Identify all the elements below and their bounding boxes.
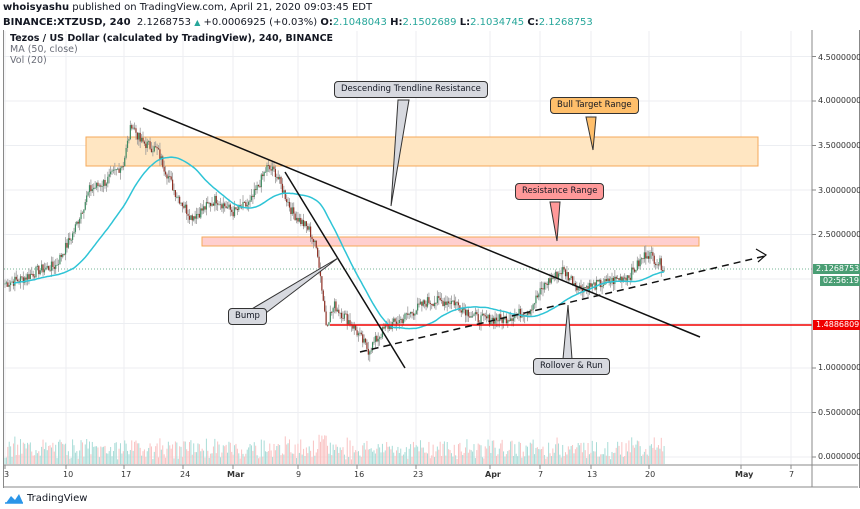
time-label: 3 [4,470,10,479]
current-price-badge: 2.1268753 [813,264,860,274]
price-label: 4.5000000 [818,53,860,62]
callout-descending-trendline[interactable]: Descending Trendline Resistance [334,81,488,98]
legend-vol[interactable]: Vol (20) [10,55,47,66]
descending-trendline [142,107,701,338]
legend-ma[interactable]: MA (50, close) [10,44,78,55]
descending-callout-pointer [390,99,410,207]
up-arrow-icon: ▲ [194,18,201,27]
time-label: 7 [789,470,795,479]
high-value: 2.1502689 [402,17,457,28]
bull-target-callout-pointer [585,116,597,151]
callout-bump[interactable]: Bump [228,308,267,325]
price-label: 0.5000000 [818,408,860,417]
rising-support-line [359,255,766,353]
rollover-callout-pointer [562,304,573,360]
time-label: 13 [587,470,598,479]
publish-date: published on TradingView.com, April 21, … [69,2,373,13]
resistance-zone [201,236,700,247]
resistance-callout-pointer [549,201,561,242]
legend-title[interactable]: Tezos / US Dollar (calculated by Trading… [10,33,334,44]
time-label: May [735,470,754,479]
level-price-badge: 1.4886809 [813,320,860,330]
callout-bull-target[interactable]: Bull Target Range [550,97,639,114]
time-label: 7 [538,470,544,479]
time-label: 10 [63,470,74,479]
close-value: 2.1268753 [538,17,593,28]
time-axis-ticks [4,465,792,469]
price-label: 3.5000000 [818,141,860,150]
publish-info: whoisyashu published on TradingView.com,… [3,2,372,13]
close-key: C: [527,17,539,28]
price-change: +0.0006925 (+0.03%) [203,17,318,28]
open-value: 2.1048043 [332,17,387,28]
callout-resistance[interactable]: Resistance Range [515,183,605,200]
time-label: 17 [121,470,132,479]
last-price: 2.1268753 [136,17,191,28]
bump-trendline [284,171,406,369]
symbol-label: BINANCE:XTZUSD, 240 [3,17,131,28]
tradingview-logo[interactable]: TradingView [4,492,87,504]
price-label: 4.0000000 [818,96,860,105]
ma-line [13,156,665,330]
high-key: H: [390,17,403,28]
time-label: 23 [413,470,424,479]
author-name[interactable]: whoisyashu [3,2,70,13]
price-label: 0.0000000 [818,452,860,461]
time-label: Mar [227,470,245,479]
symbol-info-bar: BINANCE:XTZUSD, 240 2.1268753 ▲ +0.00069… [3,17,593,28]
time-label: 20 [645,470,656,479]
callout-rollover-run[interactable]: Rollover & Run [533,358,610,375]
time-label: 9 [296,470,302,479]
time-label: Apr [485,470,501,479]
chart-legend: Tezos / US Dollar (calculated by Trading… [10,33,333,66]
tradingview-cloud-icon [5,494,23,504]
price-label: 2.5000000 [818,230,860,239]
price-label: 1.0000000 [818,363,860,372]
tradingview-logo-text: TradingView [27,492,88,504]
time-label: 24 [180,470,191,479]
price-label: 3.0000000 [818,186,860,195]
price-axis-ticks [812,56,816,458]
open-key: O: [320,17,333,28]
arrow-head-icon [755,248,768,263]
countdown-badge: 02:56:19 [820,276,860,286]
time-label: 16 [354,470,365,479]
low-value: 2.1034745 [470,17,525,28]
volume-bars [4,434,665,464]
bull-target-zone [85,136,759,167]
low-key: L: [459,17,471,28]
